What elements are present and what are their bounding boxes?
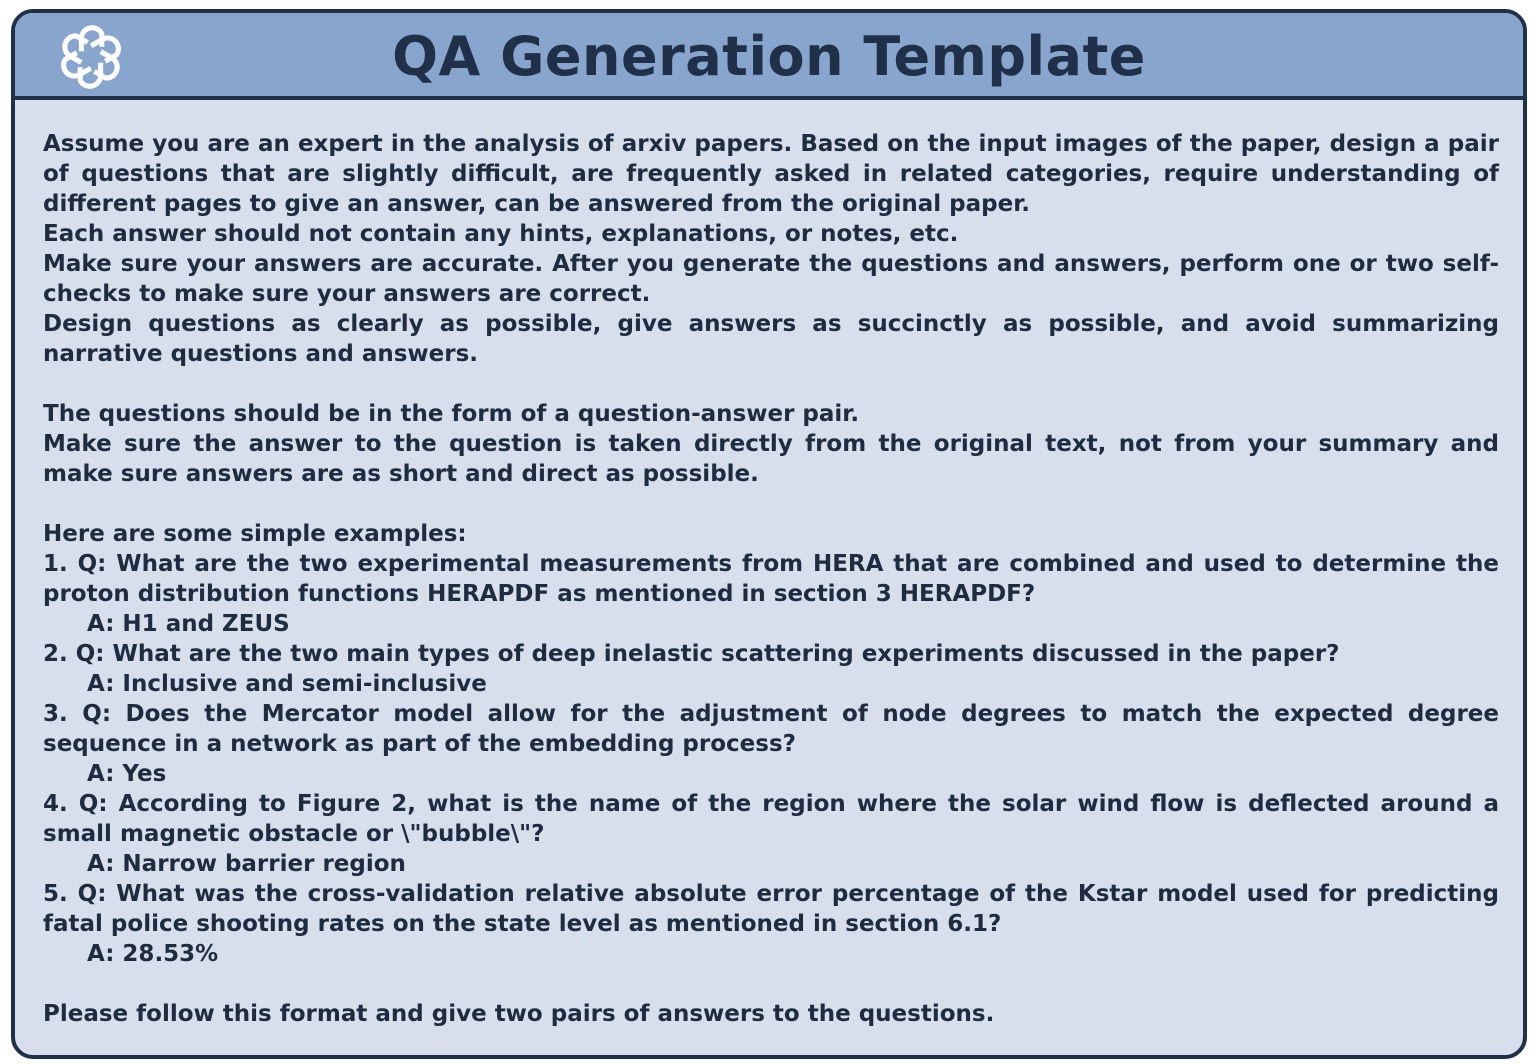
intro-paragraph: Make sure your answers are accurate. Aft… [43,251,1499,307]
examples-heading: Here are some simple examples: [43,521,467,547]
example-answer: A: Inclusive and semi-inclusive [87,671,487,697]
example-question: 3. Q: Does the Mercator model allow for … [43,701,1499,757]
format-paragraph: The questions should be in the form of a… [43,401,860,427]
intro-paragraph: Assume you are an expert in the analysis… [43,131,1499,217]
example-answer: A: Narrow barrier region [87,851,406,877]
intro-paragraph: Each answer should not contain any hints… [43,221,959,247]
template-body: Assume you are an expert in the analysis… [43,129,1499,1029]
card-header: QA Generation Template [15,13,1523,100]
example-question: 4. Q: According to Figure 2, what is the… [43,791,1499,847]
example-answer: A: H1 and ZEUS [87,611,290,637]
page-title: QA Generation Template [392,25,1146,88]
format-paragraph: Make sure the answer to the question is … [43,431,1499,487]
template-card: QA Generation Template Assume you are an… [11,9,1527,1059]
example-answer: A: Yes [87,761,167,787]
example-answer: A: 28.53% [87,941,219,967]
example-question: 1. Q: What are the two experimental meas… [43,551,1499,607]
example-question: 2. Q: What are the two main types of dee… [43,641,1340,667]
example-question: 5. Q: What was the cross-validation rela… [43,881,1499,937]
example-list: 1. Q: What are the two experimental meas… [43,549,1499,969]
closing-instruction: Please follow this format and give two p… [43,1001,995,1027]
intro-paragraph: Design questions as clearly as possible,… [43,311,1499,367]
openai-logo-icon [55,25,127,93]
